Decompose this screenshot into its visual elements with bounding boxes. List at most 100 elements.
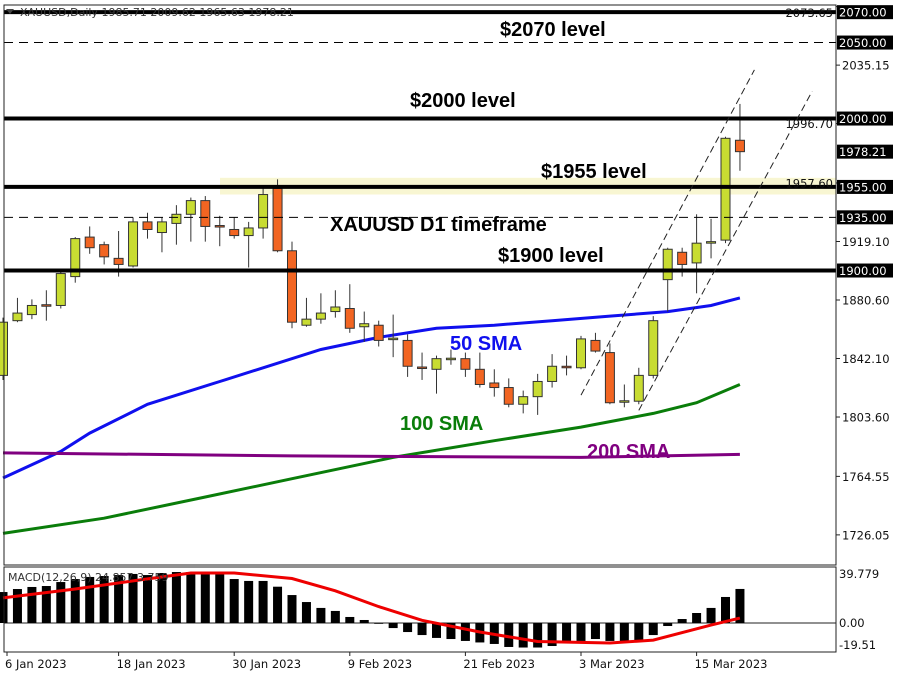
macd-histogram-bar (244, 580, 254, 623)
macd-histogram-bar (215, 573, 225, 623)
sma100-label: 100 SMA (400, 413, 483, 435)
macd-histogram-bar (143, 575, 152, 623)
x-tick-label: 6 Jan 2023 (5, 657, 67, 671)
macd-histogram-bar (619, 623, 629, 641)
y-tick-label: 2035.15 (842, 59, 890, 73)
candle-body-bullish (662, 248, 673, 281)
candle-body-bearish (561, 365, 572, 369)
macd-histogram-bar (663, 623, 673, 627)
x-tick-label: 15 Mar 2023 (695, 657, 768, 671)
candle (41, 290, 52, 321)
x-tick-label: 3 Mar 2023 (579, 657, 645, 671)
candle-body-bullish (156, 221, 167, 234)
candle (662, 247, 673, 312)
axes: 2073.65 2035.15 1996.70 1957.60 1919.10 1880.… (3, 4, 893, 671)
candle-body-bearish (229, 228, 240, 237)
macd-histogram-bar (648, 623, 658, 636)
candle (474, 352, 485, 388)
macd-histogram-bar (533, 623, 543, 648)
candle (301, 297, 312, 327)
macd-histogram-bar (85, 576, 95, 623)
macd-histogram-bar (417, 623, 427, 636)
candle (272, 179, 283, 253)
macd-histogram-bar (273, 586, 283, 623)
candles (0, 103, 745, 415)
candle (576, 335, 586, 370)
macd-histogram-bar (562, 623, 572, 641)
macd-histogram-bar (706, 607, 716, 623)
candle-body-bearish (41, 304, 52, 307)
candle-body-bullish (243, 227, 254, 237)
candle (388, 314, 399, 358)
candle-body-bullish (26, 304, 37, 316)
candle-body-bearish (287, 250, 297, 323)
candle (84, 226, 95, 254)
macd-histogram-bar (446, 623, 456, 640)
macd-histogram-bar (229, 579, 239, 623)
sma50-label: 50 SMA (450, 333, 522, 355)
candle-body-bullish (315, 312, 326, 320)
candle (171, 205, 182, 245)
candle (229, 217, 240, 239)
candle-body-bearish (402, 339, 413, 367)
annotation-1955-level: $1955 level (541, 161, 647, 183)
macd-histogram-bar (634, 623, 644, 641)
macd-histogram-bar (345, 616, 355, 623)
symbol-arrow-icon (6, 9, 14, 14)
macd-histogram-bar (518, 623, 528, 648)
candle (619, 384, 630, 408)
macd-y-label: 39.779 (839, 567, 879, 581)
macd-histogram-bar (330, 610, 340, 623)
candle-body-bullish (12, 312, 23, 322)
level-price-label: 1955.00 (839, 180, 887, 194)
candle-body-bullish (359, 323, 370, 328)
candle-body-bullish (706, 241, 717, 244)
sma200-label: 200 SMA (587, 441, 670, 463)
candle (561, 355, 572, 376)
macd-histogram-bar (735, 588, 745, 623)
candle-body-bullish (258, 194, 269, 229)
candle-body-bullish (388, 337, 399, 341)
x-tick-label: 18 Jan 2023 (117, 657, 186, 671)
y-tick-label: 1919.10 (842, 235, 890, 249)
candle-body-bearish (677, 251, 688, 265)
macd-histogram-bar (12, 589, 22, 623)
macd-histogram-bar (171, 572, 181, 623)
y-tick-label: 1803.60 (842, 411, 890, 425)
y-tick-label: 1996.70 (785, 117, 833, 131)
level-price-label: 1900.00 (839, 264, 887, 278)
candle-body-bullish (70, 238, 81, 278)
candle (287, 241, 297, 329)
moving-averages (2, 296, 741, 535)
candle (604, 343, 615, 405)
macd-histogram-bar (504, 623, 514, 647)
y-tick-label: 1764.55 (842, 470, 890, 484)
level-price-label: 2050.00 (839, 36, 887, 50)
macd-histogram-bar (99, 576, 109, 623)
macd-histogram-bar (460, 623, 470, 641)
candle (12, 297, 23, 323)
candle (518, 390, 529, 414)
candle (590, 332, 601, 353)
candle-body-bullish (532, 380, 543, 398)
macd-panel-frame (3, 566, 837, 653)
candle-body-bullish (691, 242, 702, 264)
candle-body-bullish (128, 221, 139, 267)
candle (70, 237, 81, 283)
candle-body-bullish (619, 400, 630, 403)
candle (633, 367, 644, 405)
candle (402, 334, 413, 377)
candle (258, 188, 269, 239)
candle-body-bullish (445, 357, 456, 361)
macd-histogram-bar (27, 586, 37, 623)
macd-histogram-bar (590, 623, 600, 640)
sma-line-100 (2, 383, 741, 535)
annotation-2070-level: $2070 level (500, 19, 606, 41)
macd-histogram-bar (677, 619, 687, 623)
candle (315, 293, 326, 324)
annotation-2000-level: $2000 level (410, 90, 516, 112)
candle (431, 355, 442, 394)
candle-body-bearish (734, 139, 745, 153)
main-panel-frame (3, 4, 837, 566)
candle (489, 369, 500, 397)
